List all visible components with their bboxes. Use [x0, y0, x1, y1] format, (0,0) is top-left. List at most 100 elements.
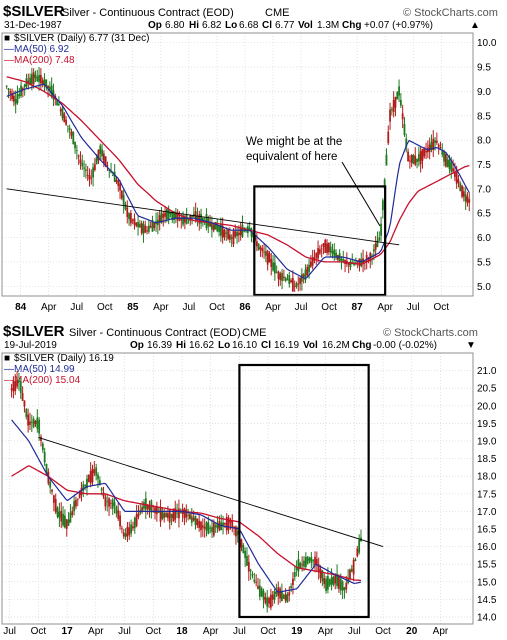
p1-price-body — [180, 217, 183, 221]
p2-price-body — [301, 564, 304, 566]
p1-x-axis: 84 Apr Jul Oct 85 Apr Jul Oct 86 Apr Jul Oct 87 Apr Ju… — [15, 302, 449, 313]
p1-price-body — [72, 131, 75, 144]
p1-price-body — [135, 222, 138, 227]
p1-price-body — [131, 219, 134, 221]
p2-chg-label: Chg — [352, 340, 371, 351]
p2-price-body — [214, 525, 217, 528]
p1-price-body — [290, 280, 292, 283]
p1-price-body — [99, 145, 102, 154]
p1-price-body — [239, 228, 242, 236]
p1-price-body — [113, 171, 116, 182]
p1-price-body — [376, 240, 379, 248]
p1-x-tick-label: Oct — [97, 302, 113, 313]
p2-y-tick-label: 20.5 — [477, 384, 497, 395]
p1-price-body — [30, 74, 33, 85]
p1-price-body — [65, 119, 67, 125]
p2-price-body — [328, 579, 331, 586]
p1-price-body — [95, 156, 98, 165]
p2-y-tick-label: 21.0 — [477, 366, 497, 377]
p1-price-body — [448, 159, 451, 169]
p2-price-body — [49, 481, 52, 488]
p1-price-body — [308, 264, 310, 273]
p1-price-body — [452, 168, 454, 172]
p2-price-body — [41, 443, 44, 451]
p2-price-body — [315, 559, 318, 565]
p2-legend-ma50: MA(50) 14.99 — [14, 364, 75, 375]
p2-price-body — [264, 596, 267, 603]
p2-price-body — [161, 511, 164, 519]
p1-price-body — [108, 169, 111, 171]
p1-price-body — [423, 148, 426, 157]
p1-x-tick-label: Apr — [41, 302, 57, 313]
p2-price-body — [130, 524, 133, 534]
p2-price-body — [176, 512, 178, 514]
p2-y-tick-label: 15.0 — [477, 577, 497, 588]
p1-y-tick-label: 5.5 — [477, 257, 491, 268]
p1-price-body — [288, 275, 291, 284]
p1-price-body — [318, 249, 321, 254]
p1-price-body — [196, 215, 199, 221]
p2-price-body — [229, 520, 232, 523]
p1-price-body — [174, 212, 177, 219]
p1-price-body — [16, 94, 19, 104]
p2-x-tick-label: 19 — [291, 626, 303, 637]
p2-price-body — [67, 519, 70, 526]
p1-price-body — [198, 214, 201, 224]
p2-price-body — [45, 463, 48, 475]
p1-x-tick-label: Jul — [70, 302, 83, 313]
p1-price-body — [367, 258, 370, 260]
p1-price-body — [322, 243, 325, 247]
p1-price-body — [383, 179, 386, 189]
p2-price-body — [64, 515, 66, 528]
p1-price-body — [225, 232, 228, 234]
p2-price-body — [211, 527, 213, 533]
p2-price-body — [172, 508, 175, 522]
p2-price-body — [146, 505, 149, 509]
p1-price-body — [68, 127, 71, 131]
p1-price-body — [439, 147, 442, 149]
p2-price-body — [212, 522, 215, 536]
p1-price-body — [27, 80, 30, 84]
p2-price-body — [279, 588, 281, 599]
p2-price-body — [321, 570, 324, 582]
p2-price-body — [253, 579, 256, 582]
p1-price-body — [223, 230, 226, 238]
p1-price-body — [219, 223, 222, 236]
p2-x-tick-label: Oct — [260, 626, 276, 637]
p2-price-body — [198, 520, 201, 528]
p1-price-body — [43, 79, 46, 86]
p2-price-body — [23, 400, 26, 407]
p1-price-body — [176, 212, 179, 221]
p1-price-body — [122, 194, 125, 205]
p1-price-body — [81, 162, 84, 167]
p1-price-body — [243, 230, 246, 232]
p2-price-body — [268, 597, 270, 604]
p1-price-body — [171, 211, 174, 220]
p1-price-body — [209, 222, 211, 227]
p2-price-body — [271, 594, 274, 600]
p1-ma50-series — [6, 83, 470, 280]
p2-price-body — [98, 480, 101, 484]
p2-y-tick-label: 16.0 — [477, 542, 497, 553]
p1-price-body — [228, 234, 231, 240]
p2-price-body — [314, 556, 316, 566]
p2-price-body — [113, 502, 116, 506]
p1-price-body — [410, 154, 413, 163]
p2-price-body — [292, 578, 294, 585]
p1-price-body — [435, 140, 438, 143]
p2-price-body — [293, 572, 296, 577]
p1-price-body — [356, 261, 359, 263]
p2-price-body — [122, 532, 125, 537]
p1-ma200-line — [6, 76, 470, 265]
p2-price-body — [115, 506, 118, 514]
p2-price-body — [304, 556, 307, 567]
p2-price-body — [231, 520, 234, 528]
p1-y-tick-label: 7.5 — [477, 160, 491, 171]
p1-price-body — [106, 165, 109, 167]
p2-x-tick-label: Jul — [3, 626, 16, 637]
p2-price-body — [244, 550, 247, 559]
p2-price-body — [218, 521, 221, 531]
p1-price-body — [147, 225, 150, 232]
p1-y-tick-label: 8.5 — [477, 111, 491, 122]
p2-price-body — [179, 512, 182, 514]
